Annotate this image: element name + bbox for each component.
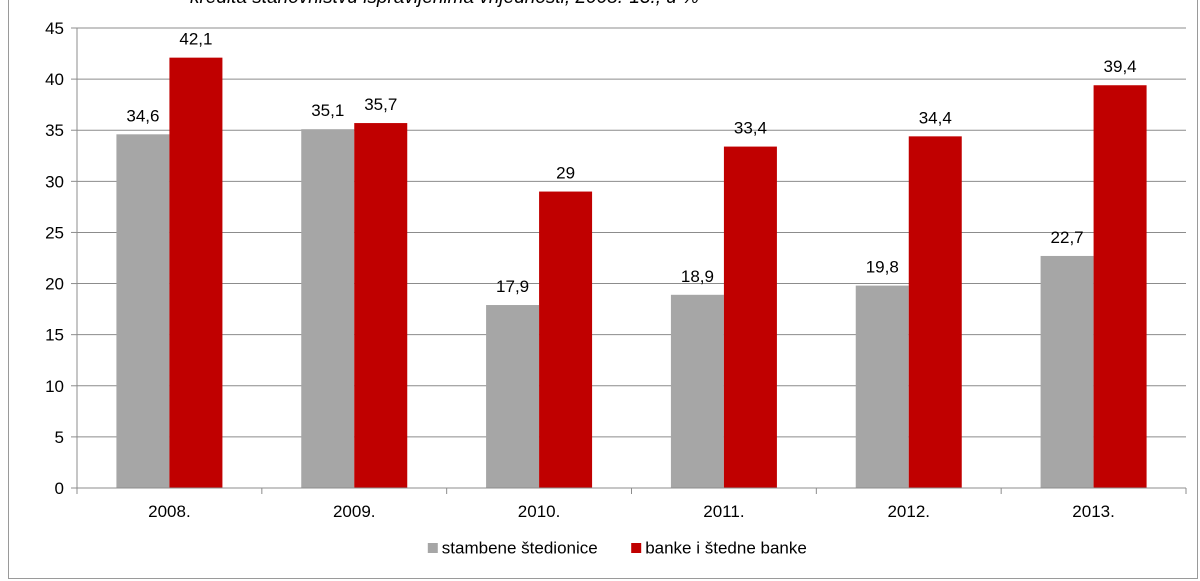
bar-banke-i-stedne-banke (169, 57, 223, 489)
bar-stambene-stedionice (486, 305, 540, 488)
data-label: 19,8 (866, 258, 899, 277)
legend-label: stambene štedionice (442, 539, 598, 558)
bar-stambene-stedionice (855, 285, 909, 488)
y-tick-label: 30 (45, 172, 64, 191)
bar-stambene-stedionice (670, 294, 724, 488)
legend-swatch (631, 543, 642, 553)
x-tick-label: 2010. (518, 502, 561, 521)
data-label: 42,1 (179, 30, 212, 49)
bar-stambene-stedionice (116, 134, 170, 489)
x-tick-label: 2009. (333, 502, 376, 521)
chart-title: kredita stanovništvu ispravljenima vrije… (190, 0, 699, 9)
y-tick-label: 15 (45, 326, 64, 345)
bar-banke-i-stedne-banke (1093, 85, 1147, 488)
data-label: 34,4 (919, 108, 952, 127)
x-tick-label: 2008. (148, 502, 191, 521)
data-label: 18,9 (681, 267, 714, 286)
bar-stambene-stedionice (301, 129, 355, 488)
legend-label: banke i štedne banke (645, 539, 807, 558)
y-tick-label: 40 (45, 70, 64, 89)
data-label: 35,7 (364, 95, 397, 114)
bar-banke-i-stedne-banke (908, 136, 962, 488)
bar-banke-i-stedne-banke (354, 123, 408, 489)
gridlines (77, 27, 1186, 438)
data-label: 39,4 (1104, 57, 1137, 76)
bar-stambene-stedionice (1040, 255, 1094, 488)
bar-banke-i-stedne-banke (723, 146, 777, 489)
y-tick-label: 5 (55, 428, 64, 447)
x-tick-label: 2012. (887, 502, 930, 521)
data-label: 17,9 (496, 277, 529, 296)
y-tick-label: 20 (45, 275, 64, 294)
chart-frame (8, 0, 1198, 579)
data-label: 33,4 (734, 119, 767, 138)
data-label: 29 (556, 164, 575, 183)
bar-banke-i-stedne-banke (539, 191, 593, 489)
legend: stambene štedionice banke i štedne banke (427, 539, 807, 558)
bars: 34,6 42,1 35,1 35,7 17,9 29 18,9 33,4 19,8 34,4 22… (116, 30, 1147, 489)
x-tick-label: 2013. (1072, 502, 1115, 521)
y-tick-label: 35 (45, 121, 64, 140)
data-label: 22,7 (1051, 228, 1084, 247)
y-tick-label: 45 (45, 19, 64, 38)
y-tick-label: 0 (55, 479, 64, 498)
y-tick-label: 10 (45, 377, 64, 396)
x-tick-label: 2011. (703, 502, 744, 521)
y-tick-label: 25 (45, 223, 64, 242)
y-axis: 0 5 10 15 20 25 30 35 40 45 (45, 19, 78, 498)
data-label: 34,6 (126, 106, 159, 125)
data-label: 35,1 (311, 101, 344, 120)
x-axis: 2008. 2009. 2010. 2011. 2012. 2013. (76, 487, 1187, 521)
legend-swatch (427, 543, 438, 553)
